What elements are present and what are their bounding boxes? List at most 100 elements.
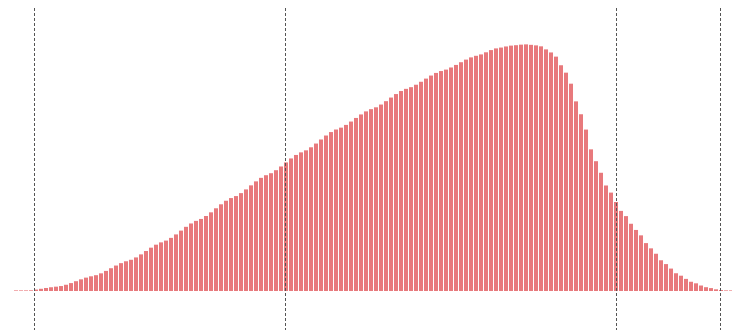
bar [239,193,243,291]
bar [599,172,603,291]
bar [114,265,118,291]
bar [439,71,443,291]
bar [409,87,413,292]
bar [234,196,238,291]
bar [664,264,668,291]
bar [489,50,493,291]
bar [199,218,203,291]
bar [379,104,383,292]
bar [244,189,248,291]
bar [374,107,378,291]
bar [609,192,613,291]
bar [394,94,398,291]
bar [484,52,488,291]
bar [629,223,633,291]
bar [654,253,658,291]
bar [474,55,478,291]
bar [334,129,338,291]
bar [649,248,653,291]
bar [619,210,623,291]
bar [179,230,183,291]
bar [479,54,483,291]
bar [104,270,108,291]
bar [109,268,113,291]
bar [219,204,223,291]
bar [149,247,153,291]
bar [339,127,343,292]
bar [524,44,528,291]
bar [89,276,93,291]
bar [99,273,103,291]
bar [19,290,23,291]
bar [604,185,608,291]
bar [229,198,233,291]
bar [634,229,638,291]
bar [659,260,663,291]
bar [294,154,298,291]
bar [124,261,128,291]
bar [709,288,713,291]
bar [354,117,358,291]
bar [424,78,428,291]
bar [84,277,88,291]
bar [134,257,138,291]
bar [14,290,18,291]
bar [249,185,253,291]
bar [594,161,598,291]
bar [414,84,418,291]
bar [274,170,278,291]
bar [574,101,578,292]
bar [569,83,573,292]
bar [689,281,693,291]
bar [54,286,58,291]
bar [674,273,678,291]
bar [559,65,563,291]
bar [494,48,498,292]
bar [79,279,83,291]
bar [184,226,188,291]
bar [319,139,323,291]
bar [44,287,48,291]
bar [284,162,288,291]
bar [94,275,98,291]
bar [189,223,193,291]
bar [209,212,213,291]
bar [299,152,303,291]
bar [309,147,313,291]
bars-group [14,44,732,292]
bar [304,150,308,291]
bar [519,44,523,291]
bar [269,173,273,291]
bar [419,81,423,291]
bar [264,175,268,291]
bar [624,216,628,291]
bar [554,56,558,291]
bar [279,166,283,291]
bar [589,149,593,291]
bar [714,289,718,291]
bar [694,283,698,291]
bar [444,69,448,292]
bar [29,290,33,291]
bar [314,143,318,291]
bar [669,268,673,291]
bar [449,67,453,291]
bar [359,114,363,292]
bar [159,242,163,291]
bar [564,72,568,292]
bar [224,200,228,291]
bar [644,243,648,291]
bar [349,121,353,291]
bar [699,285,703,291]
bar [369,109,373,291]
bar [509,45,513,292]
reference-lines-group [34,8,721,330]
bar [144,251,148,291]
bar [464,59,468,291]
bar [399,91,403,292]
bar [614,202,618,291]
bar [729,290,732,291]
bar [459,62,463,291]
bar [534,45,538,291]
bar [329,132,333,291]
